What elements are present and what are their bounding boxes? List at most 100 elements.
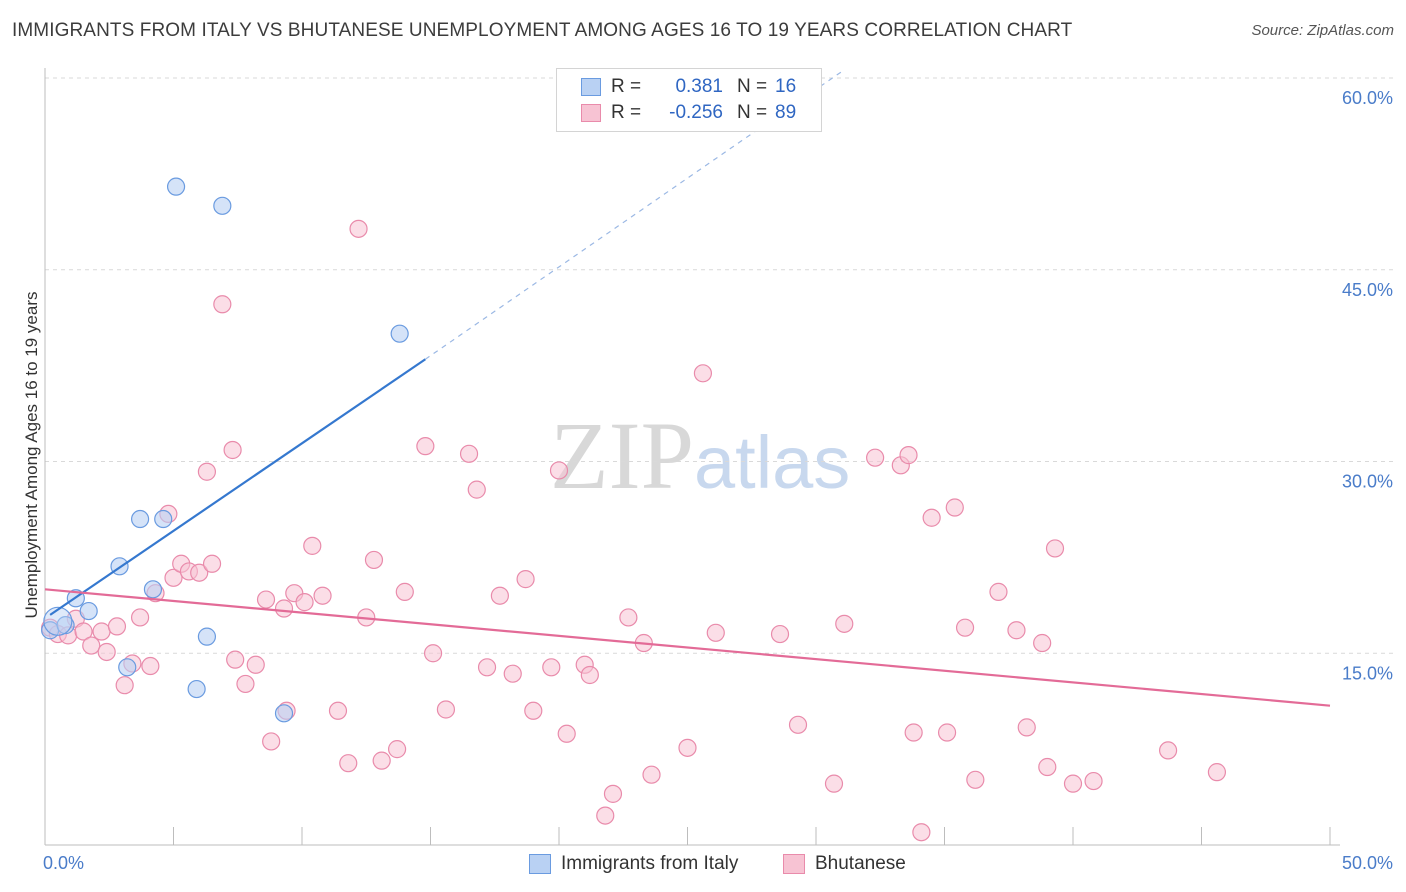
bhutanese-point [1045, 539, 1065, 558]
bhutanese-point [922, 508, 941, 527]
y-tick-label: 45.0% [1342, 280, 1393, 300]
n-value: 16 [775, 76, 797, 97]
bhutanese-point [141, 656, 160, 676]
italy-point [197, 627, 217, 646]
bhutanese-point [542, 658, 561, 677]
bhutanese-point [115, 676, 134, 695]
bhutanese-point [459, 444, 479, 463]
bhutanese-point [937, 723, 957, 742]
bhutanese-point [295, 593, 314, 612]
bhutanese-point [1033, 633, 1052, 653]
y-tick-label: 60.0% [1342, 88, 1393, 108]
tick-labels: 15.0% 30.0% 45.0% 60.0% 0.0% 50.0% [43, 88, 1393, 873]
bhutanese-point [226, 650, 245, 669]
bhutanese-point [770, 624, 790, 644]
bhutanese-point [693, 364, 713, 383]
y-tick-label: 15.0% [1342, 663, 1393, 683]
r-label: R = [611, 102, 642, 123]
watermark: ZIPatlas [550, 400, 850, 511]
bhutanese-point [246, 655, 265, 674]
italy-point [390, 324, 409, 343]
y-tick-label: 30.0% [1342, 472, 1393, 492]
bhutanese-point [824, 774, 844, 793]
bhutanese-point [213, 295, 232, 314]
r-value: -0.256 [669, 102, 723, 123]
bhutanese-point [256, 590, 276, 609]
italy-point [154, 509, 173, 529]
bhutanese-point [788, 715, 808, 734]
chart-title: IMMIGRANTS FROM ITALY VS BHUTANESE UNEMP… [12, 20, 1073, 41]
bhutanese-trend-line [44, 588, 1331, 707]
bhutanese-point [303, 536, 322, 555]
italy-point [143, 580, 163, 599]
bhutanese-point [395, 582, 414, 601]
watermark-atlas: atlas [694, 421, 851, 504]
n-label: N = [737, 102, 768, 123]
bottom-legend-bhutanese: Bhutanese [783, 852, 906, 876]
bhutanese-point [467, 480, 486, 499]
italy-point [79, 601, 98, 621]
axes [44, 68, 1340, 846]
x-tick-label: 50.0% [1342, 853, 1393, 873]
bhutanese-point [1063, 774, 1083, 793]
bhutanese-point [945, 498, 964, 517]
bhutanese-point [1017, 718, 1036, 737]
bhutanese-point [603, 784, 623, 803]
bhutanese-point [423, 644, 443, 663]
bhutanese-point [436, 700, 456, 719]
bhutanese-legend-label: Bhutanese [815, 853, 906, 874]
bhutanese-point [416, 437, 435, 456]
bhutanese-point [866, 448, 885, 467]
bhutanese-point [190, 563, 209, 582]
bhutanese-point [477, 658, 497, 677]
bhutanese-point [97, 642, 116, 662]
trend-lines [44, 71, 1331, 707]
legend-row-bhutanese: R = -0.256 N = 89 [581, 100, 796, 126]
bhutanese-point [107, 617, 127, 636]
bhutanese-point [1038, 757, 1057, 777]
italy-point [274, 704, 294, 723]
bhutanese-point [1158, 741, 1178, 760]
r-value: 0.381 [675, 76, 723, 97]
bhutanese-point [989, 582, 1008, 601]
bhutanese-point [1007, 621, 1026, 640]
italy-point [187, 679, 206, 699]
bhutanese-point [1084, 771, 1103, 791]
bhutanese-point [202, 554, 222, 573]
x-tick-label: 0.0% [43, 853, 84, 873]
bhutanese-swatch [581, 104, 601, 122]
data-points [41, 177, 1227, 842]
italy-point [166, 177, 186, 196]
bhutanese-point [642, 765, 661, 784]
bhutanese-point [328, 701, 348, 720]
bhutanese-point [262, 732, 281, 751]
bhutanese-point [197, 462, 217, 481]
bhutanese-point [372, 751, 391, 770]
bhutanese-point [349, 219, 368, 238]
bhutanese-point [164, 568, 183, 587]
bhutanese-point [236, 674, 255, 694]
bhutanese-point [580, 665, 599, 685]
italy-legend-label: Immigrants from Italy [561, 853, 739, 874]
bhutanese-point [557, 724, 576, 743]
bhutanese-point [596, 806, 615, 825]
bhutanese-point [313, 586, 332, 605]
italy-point [130, 509, 150, 529]
italy-point [43, 606, 73, 636]
bhutanese-point [706, 623, 725, 642]
bhutanese-point [678, 738, 697, 757]
bottom-legend-italy: Immigrants from Italy [529, 852, 738, 876]
bhutanese-point [516, 570, 535, 589]
bhutanese-point [955, 618, 975, 637]
bhutanese-point [524, 701, 543, 720]
legend-row-italy: R = 0.381 N = 16 [581, 74, 796, 100]
r-label: R = [611, 76, 642, 97]
correlation-legend: R = 0.381 N = 16 R = -0.256 N = 89 [556, 68, 822, 132]
bhutanese-point [82, 636, 101, 655]
bhutanese-point [387, 740, 407, 759]
bhutanese-point [274, 599, 294, 618]
source-label: Source: ZipAtlas.com [1251, 22, 1394, 39]
bhutanese-point [223, 440, 242, 460]
grid-lines [45, 77, 1395, 654]
